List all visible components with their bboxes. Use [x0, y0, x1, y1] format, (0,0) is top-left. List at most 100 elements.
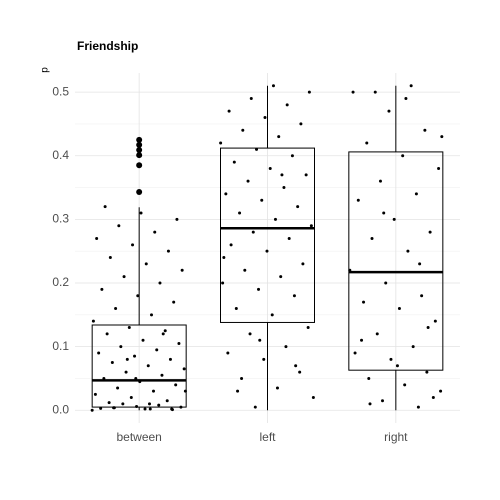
- jitter-point: [270, 313, 274, 317]
- jitter-point: [271, 84, 275, 88]
- jitter-point: [411, 345, 415, 349]
- y-tick-label: 0.3: [52, 212, 69, 226]
- jitter-point: [90, 408, 94, 412]
- jitter-point: [279, 275, 283, 279]
- jitter-point: [165, 399, 169, 403]
- jitter-point: [296, 205, 300, 209]
- jitter-point: [277, 135, 281, 139]
- jitter-point: [378, 179, 382, 183]
- jitter-point: [110, 361, 114, 365]
- jitter-point: [306, 326, 310, 330]
- jitter-point: [95, 236, 99, 240]
- jitter-point: [428, 230, 432, 234]
- jitter-point: [127, 326, 131, 330]
- jitter-point: [304, 173, 308, 177]
- jitter-point: [403, 383, 407, 387]
- jitter-point: [224, 192, 228, 196]
- jitter-point: [100, 287, 104, 291]
- jitter-point: [105, 332, 109, 336]
- jitter-point: [166, 249, 170, 253]
- jitter-point: [282, 186, 286, 190]
- jitter-point: [387, 109, 391, 113]
- jitter-point: [409, 84, 413, 88]
- jitter-point: [241, 128, 245, 132]
- jitter-point: [392, 217, 396, 221]
- jitter-point: [174, 383, 178, 387]
- jitter-point: [236, 389, 240, 393]
- jitter-point: [268, 166, 272, 170]
- jitter-point: [373, 90, 377, 94]
- jitter-point: [143, 407, 147, 411]
- x-tick-label: left: [259, 430, 276, 444]
- jitter-point: [153, 230, 157, 234]
- jitter-point: [243, 268, 247, 272]
- jitter-point: [161, 332, 165, 336]
- jitter-point: [433, 319, 437, 323]
- jitter-point: [255, 147, 259, 151]
- jitter-point: [258, 338, 262, 342]
- jitter-point: [240, 376, 244, 380]
- jitter-point: [287, 236, 291, 240]
- jitter-point: [360, 338, 364, 342]
- jitter-point: [97, 351, 101, 355]
- jitter-point: [155, 348, 159, 352]
- jitter-point: [273, 217, 277, 221]
- jitter-point: [284, 345, 288, 349]
- box: [220, 147, 315, 323]
- jitter-point: [182, 367, 186, 371]
- jitter-point: [356, 198, 360, 202]
- jitter-point: [384, 281, 388, 285]
- jitter-point: [440, 135, 444, 139]
- jitter-point: [404, 96, 408, 100]
- jitter-point: [124, 370, 128, 374]
- jitter-point: [416, 405, 420, 409]
- box: [91, 324, 187, 408]
- jitter-point: [397, 306, 401, 310]
- box: [348, 151, 444, 371]
- jitter-point: [147, 402, 151, 406]
- y-tick-label: 0.5: [52, 84, 69, 98]
- jitter-point: [177, 341, 181, 345]
- jitter-point: [133, 354, 137, 358]
- jitter-point: [107, 401, 111, 405]
- jitter-point: [262, 357, 266, 361]
- jitter-point: [294, 364, 298, 368]
- jitter-point: [353, 351, 357, 355]
- jitter-point: [395, 364, 399, 368]
- jitter-point: [122, 275, 126, 279]
- outlier: [136, 141, 143, 148]
- jitter-point: [168, 357, 172, 361]
- x-tick-label: right: [384, 430, 408, 444]
- jitter-point: [292, 294, 296, 298]
- jitter-point: [431, 396, 435, 400]
- jitter-point: [148, 407, 152, 411]
- outlier: [136, 162, 143, 169]
- jitter-point: [362, 300, 366, 304]
- jitter-point: [285, 103, 289, 107]
- jitter-point: [221, 281, 225, 285]
- jitter-point: [144, 262, 148, 266]
- outlier: [136, 147, 143, 153]
- jitter-point: [368, 402, 372, 406]
- jitter-point: [157, 403, 161, 407]
- jitter-point: [382, 211, 386, 215]
- jitter-point: [99, 406, 103, 410]
- jitter-point: [117, 224, 121, 228]
- jitter-point: [219, 141, 223, 145]
- jitter-point: [380, 399, 384, 403]
- jitter-point: [172, 300, 176, 304]
- jitter-point: [146, 364, 150, 368]
- jitter-point: [307, 90, 311, 94]
- jitter-point: [265, 249, 269, 253]
- jitter-point: [423, 128, 427, 132]
- jitter-point: [114, 306, 118, 310]
- y-tick-label: 0.1: [52, 339, 69, 353]
- jitter-point: [253, 405, 257, 409]
- jitter-point: [232, 160, 236, 164]
- jitter-point: [151, 389, 155, 393]
- jitter-point: [406, 249, 410, 253]
- jitter-point: [158, 281, 162, 285]
- jitter-point: [367, 376, 371, 380]
- jitter-point: [170, 407, 174, 411]
